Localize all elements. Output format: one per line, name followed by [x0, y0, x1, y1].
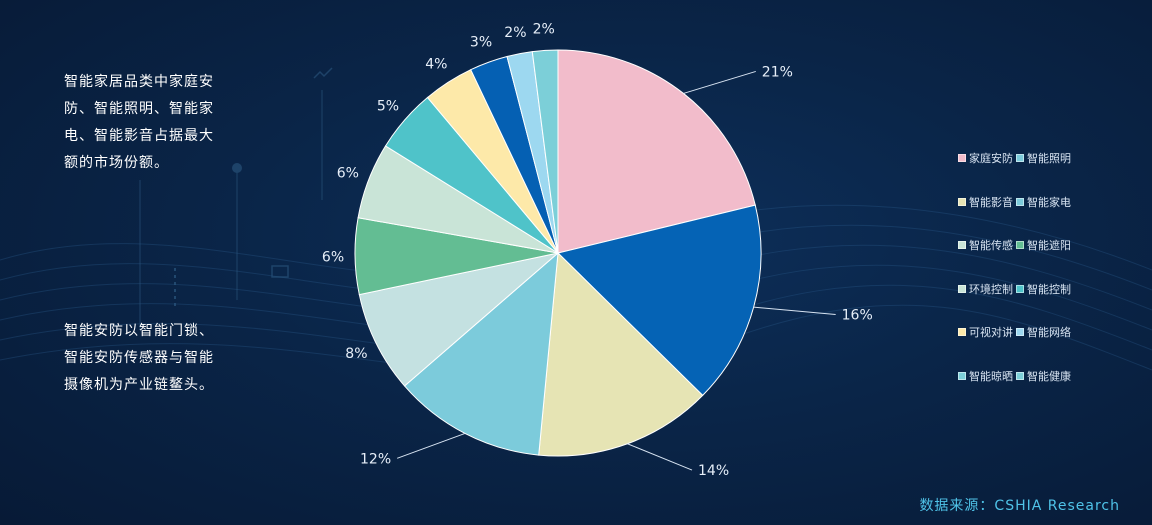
legend-row: 环境控制 智能控制: [958, 281, 1074, 325]
slice-label: 5%: [377, 99, 399, 115]
legend-swatch: [958, 154, 966, 162]
legend-item: 智能网络: [1016, 324, 1071, 340]
legend-item: 智能健康: [1016, 368, 1071, 384]
chart-legend: 家庭安防 智能照明 智能影音 智能家电 智能传感 智能遮阳 环境控制 智能控制 可视对讲 智能网络…: [958, 150, 1074, 411]
slice-label: 2%: [533, 21, 555, 37]
legend-label: 可视对讲: [969, 326, 1013, 339]
legend-row: 家庭安防 智能照明: [958, 150, 1074, 194]
legend-item: 环境控制: [958, 281, 1013, 297]
legend-swatch: [1016, 241, 1024, 249]
legend-label: 智能影音: [969, 195, 1013, 209]
summary-text-1: 智能家居品类中家庭安防、智能照明、智能家电、智能影音占据最大额的市场份额。: [64, 74, 214, 171]
slice-label: 16%: [842, 308, 873, 324]
legend-swatch: [958, 328, 966, 336]
legend-row: 智能影音 智能家电: [958, 194, 1074, 238]
leader-line: [683, 70, 756, 94]
slice-label: 8%: [345, 346, 367, 362]
legend-item: 智能照明: [1016, 150, 1071, 166]
legend-row: 智能传感 智能遮阳: [958, 237, 1074, 281]
legend-swatch: [958, 241, 966, 249]
leader-line: [753, 306, 836, 316]
data-source: 数据来源：CSHIA Research: [919, 498, 1120, 514]
leader-line: [396, 432, 466, 459]
slice-label: 12%: [360, 451, 391, 467]
legend-swatch: [958, 197, 966, 206]
legend-label: 智能网络: [1027, 326, 1071, 339]
legend-label: 智能传感: [969, 239, 1013, 252]
legend-label: 智能家电: [1027, 195, 1071, 209]
pie-slice: [403, 251, 559, 456]
legend-item: 可视对讲: [958, 324, 1013, 340]
legend-item: 智能影音: [958, 194, 1013, 210]
legend-item: 智能传感: [958, 237, 1013, 253]
legend-label: 智能晾晒: [969, 369, 1013, 383]
legend-swatch: [1016, 371, 1024, 380]
legend-swatch: [958, 284, 966, 293]
summary-text-2: 智能安防以智能门锁、智能安防传感器与智能摄像机为产业链鳌头。: [64, 323, 214, 393]
legend-item: 智能家电: [1016, 194, 1071, 210]
pie-slice: [557, 49, 756, 254]
legend-label: 环境控制: [969, 282, 1013, 296]
legend-swatch: [1016, 328, 1024, 336]
legend-label: 智能控制: [1027, 282, 1071, 296]
slice-label: 2%: [504, 25, 526, 41]
legend-swatch: [1016, 154, 1024, 162]
slice-label: 21%: [762, 64, 793, 80]
legend-item: 智能控制: [1016, 281, 1071, 297]
legend-swatch: [1016, 284, 1024, 293]
slice-label: 14%: [698, 463, 729, 479]
legend-swatch: [1016, 197, 1024, 206]
slice-label: 6%: [322, 250, 344, 266]
legend-item: 智能遮阳: [1016, 237, 1071, 253]
slice-label: 6%: [337, 166, 359, 182]
legend-label: 家庭安防: [969, 152, 1013, 165]
legend-row: 智能晾晒 智能健康: [958, 368, 1074, 412]
legend-row: 可视对讲 智能网络: [958, 324, 1074, 368]
legend-label: 智能健康: [1027, 369, 1071, 383]
legend-label: 智能照明: [1027, 152, 1071, 165]
legend-label: 智能遮阳: [1027, 239, 1071, 252]
legend-swatch: [958, 371, 966, 380]
leader-line: [627, 443, 693, 471]
slice-label: 3%: [470, 35, 492, 51]
legend-item: 家庭安防: [958, 150, 1013, 166]
pie-slice: [531, 49, 559, 254]
slice-label: 4%: [425, 57, 447, 73]
legend-item: 智能晾晒: [958, 368, 1013, 384]
pie-slice: [358, 252, 560, 387]
